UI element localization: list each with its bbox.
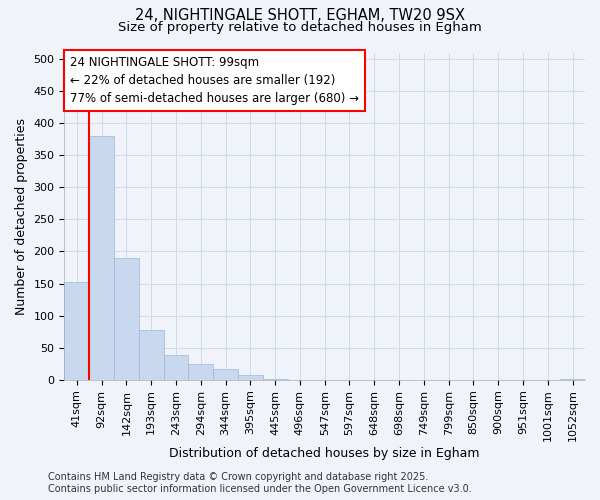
Text: 24 NIGHTINGALE SHOTT: 99sqm
← 22% of detached houses are smaller (192)
77% of se: 24 NIGHTINGALE SHOTT: 99sqm ← 22% of det… [70,56,359,105]
Text: Contains HM Land Registry data © Crown copyright and database right 2025.
Contai: Contains HM Land Registry data © Crown c… [48,472,472,494]
Bar [238,376,263,380]
Bar [164,356,188,380]
Bar [64,282,89,380]
Bar [560,378,585,380]
Bar [213,369,238,380]
Bar [263,378,287,380]
X-axis label: Distribution of detached houses by size in Egham: Distribution of detached houses by size … [169,447,480,460]
Bar [139,330,164,380]
Bar [188,364,213,380]
Bar [114,258,139,380]
Text: Size of property relative to detached houses in Egham: Size of property relative to detached ho… [118,21,482,34]
Y-axis label: Number of detached properties: Number of detached properties [15,118,28,314]
Bar [89,136,114,380]
Text: 24, NIGHTINGALE SHOTT, EGHAM, TW20 9SX: 24, NIGHTINGALE SHOTT, EGHAM, TW20 9SX [135,8,465,22]
